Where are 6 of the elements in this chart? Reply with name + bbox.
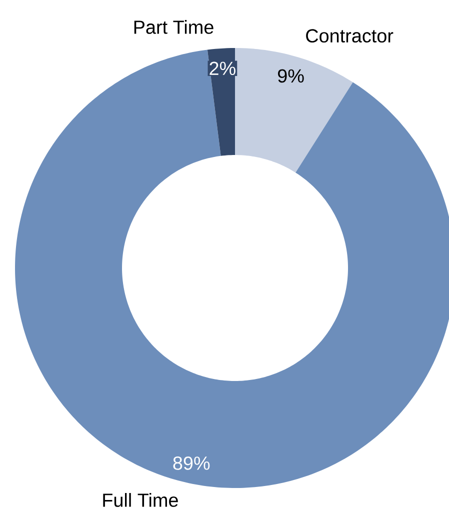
data-label: 9% [278, 69, 304, 83]
slice-label: Part Time [134, 20, 214, 34]
data-label: 89% [173, 456, 210, 470]
slice-label: Contractor [306, 29, 394, 43]
data-label: 2% [210, 62, 236, 76]
slice-label: Full Time [103, 493, 178, 507]
